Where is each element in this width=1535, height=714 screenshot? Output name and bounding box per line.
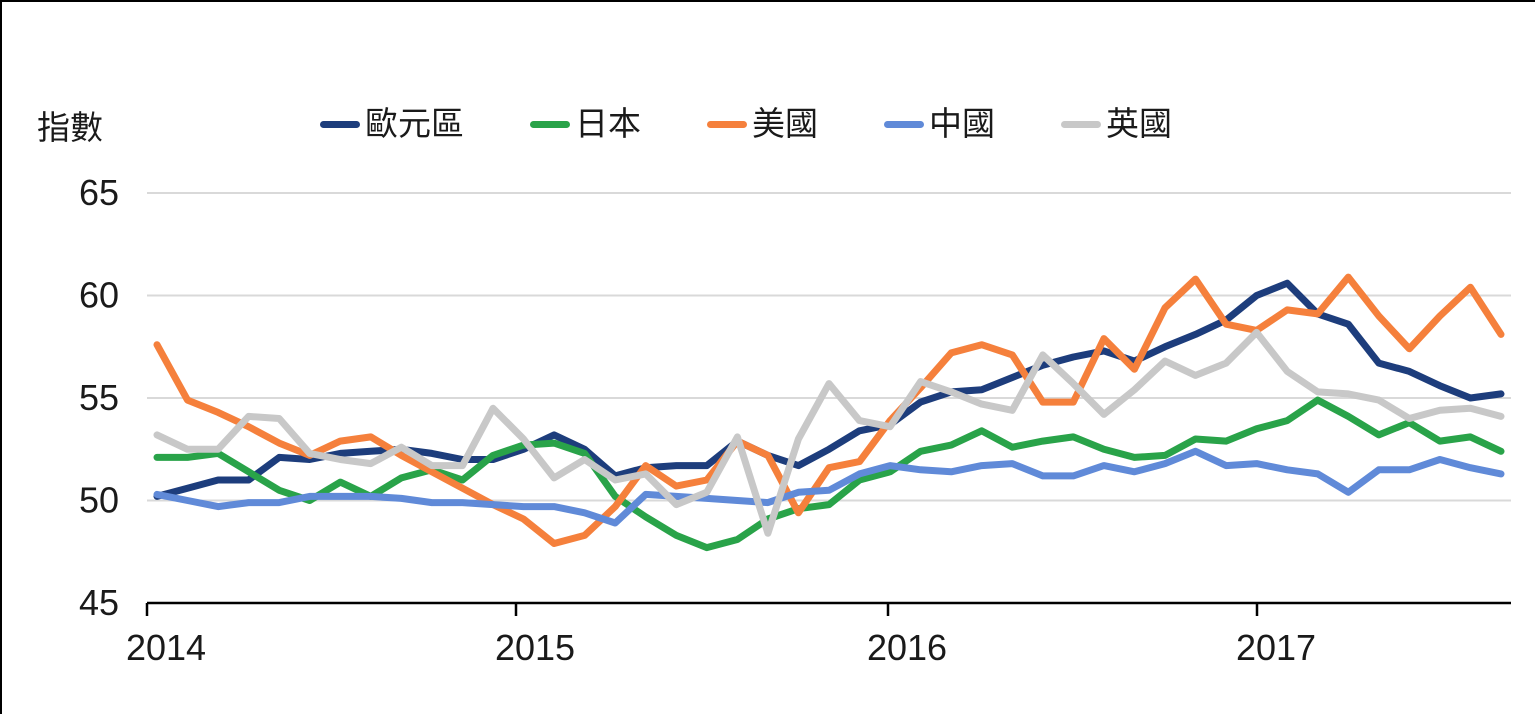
legend-item-uk: 英國 <box>1061 106 1172 142</box>
x-tick-label-2015: 2015 <box>495 627 575 668</box>
legend-label-eurozone: 歐元區 <box>365 105 464 142</box>
y-tick-label-55: 55 <box>79 377 119 418</box>
series-line-0 <box>153 279 1505 500</box>
legend-swatch-uk <box>1061 120 1101 128</box>
series-line-3 <box>153 447 1505 527</box>
legend-swatch-china <box>884 120 924 128</box>
x-tick-label-2016: 2016 <box>867 627 947 668</box>
y-tick-label-60: 60 <box>79 275 119 316</box>
series-line-1 <box>153 396 1505 552</box>
legend: 歐元區 日本 美國 中國 英國 <box>320 106 1172 142</box>
series-line-4 <box>153 328 1505 537</box>
legend-swatch-eurozone <box>320 120 360 128</box>
series-line-2 <box>153 273 1505 547</box>
legend-label-japan: 日本 <box>575 105 641 142</box>
legend-label-uk: 英國 <box>1106 105 1172 142</box>
legend-item-china: 中國 <box>884 106 995 142</box>
y-tick-label-45: 45 <box>79 582 119 623</box>
legend-item-japan: 日本 <box>530 106 641 142</box>
legend-label-us: 美國 <box>752 105 818 142</box>
y-tick-label-50: 50 <box>79 480 119 521</box>
y-axis-title: 指數 <box>37 109 103 146</box>
y-tick-label-65: 65 <box>79 172 119 213</box>
legend-item-us: 美國 <box>707 106 818 142</box>
legend-label-china: 中國 <box>929 105 995 142</box>
legend-item-eurozone: 歐元區 <box>320 106 464 142</box>
legend-swatch-us <box>707 120 747 128</box>
x-tick-label-2017: 2017 <box>1236 627 1316 668</box>
x-tick-label-2014: 2014 <box>126 627 206 668</box>
legend-swatch-japan <box>530 120 570 128</box>
